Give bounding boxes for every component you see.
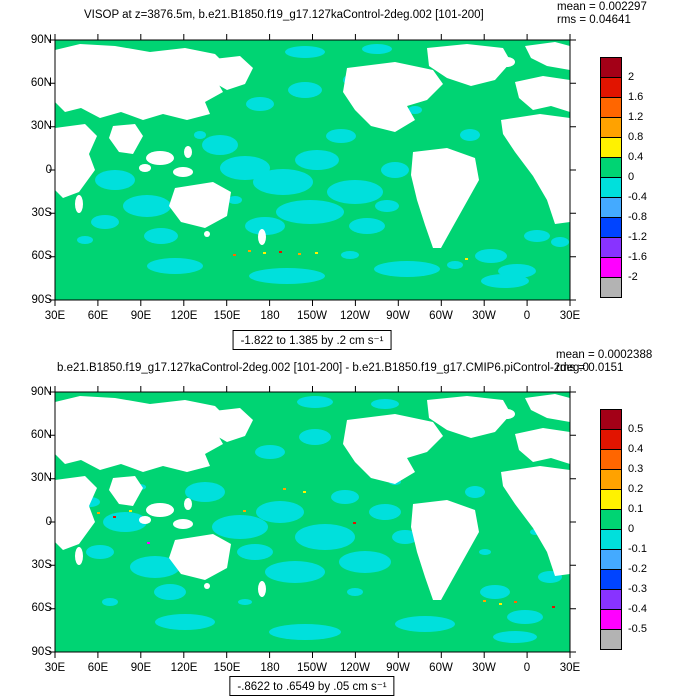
- x-tick-label: 90W: [386, 662, 410, 674]
- x-tick-label: 30E: [44, 310, 66, 322]
- colorbar-tick-label: 0: [628, 171, 635, 183]
- y-tick-label: 30S: [31, 207, 52, 219]
- y-tick-label: 90N: [30, 386, 52, 398]
- bottom-panel-stats: mean = 0.0002388 rms = 0.0151: [556, 349, 652, 375]
- colorbar-tick-label: 0.3: [628, 463, 644, 475]
- colorbar-tick-label: 0.1: [628, 503, 644, 515]
- rms-value: rms = 0.0151: [556, 362, 624, 374]
- colorbar-swatch: [600, 509, 622, 530]
- colorbar-tick-label: -1.2: [628, 231, 647, 243]
- colorbar-tick-label: 2: [628, 71, 635, 83]
- colorbar-tick-label: -1.6: [628, 251, 647, 263]
- colorbar-swatch: [600, 409, 622, 430]
- extreme-value-specks: [97, 488, 555, 608]
- colorbar-tick-label: 0.8: [628, 131, 644, 143]
- colorbar-tick-label: -2: [628, 271, 638, 283]
- x-tick-label: 90W: [386, 310, 410, 322]
- x-tick-label: 30E: [559, 662, 581, 674]
- map-frame: [54, 391, 571, 653]
- rms-value: rms = 0.04641: [557, 14, 631, 26]
- colorbar-tick-label: 0: [628, 523, 635, 535]
- colorbar-swatch: [600, 489, 622, 510]
- colorbar-tick-label: -0.5: [628, 623, 647, 635]
- colorbar-swatch: [600, 629, 622, 650]
- x-tick-label: 180: [260, 662, 280, 674]
- colorbar-swatch: [600, 569, 622, 590]
- x-tick-label: 150W: [296, 662, 328, 674]
- map-frame: [54, 39, 571, 301]
- y-tick-label: 90S: [31, 646, 52, 658]
- x-tick-label: 60E: [87, 662, 109, 674]
- x-tick-label: 150E: [213, 662, 241, 674]
- y-tick-label: 60S: [31, 602, 52, 614]
- y-tick-label: 30N: [30, 472, 52, 484]
- colorbar-tick-label: -0.4: [628, 191, 647, 203]
- colorbar-swatch: [600, 529, 622, 550]
- colorbar-swatch: [600, 549, 622, 570]
- colorbar-tick-label: 0.4: [628, 151, 644, 163]
- map-top: [48, 33, 577, 307]
- x-tick-label: 30E: [44, 662, 66, 674]
- colorbar-tick-label: -0.4: [628, 603, 647, 615]
- x-tick-label: 120W: [339, 310, 371, 322]
- bottom-panel-title: b.e21.B1850.f19_g17.127kaControl-2deg.00…: [57, 362, 589, 374]
- colorbar-swatch: [600, 277, 622, 298]
- colorbar-tick-label: 1.6: [628, 91, 644, 103]
- y-tick-label: 60N: [30, 429, 52, 441]
- x-tick-label: 150W: [296, 310, 328, 322]
- y-tick-label: 0: [45, 164, 52, 176]
- contour-range-label: -.8622 to .6549 by .05 cm s⁻¹: [229, 676, 395, 696]
- colorbar-tick-label: -0.1: [628, 543, 647, 555]
- colorbar-tick-label: 0.5: [628, 423, 644, 435]
- mean-value: mean = 0.0002388: [556, 349, 653, 361]
- x-tick-label: 60E: [87, 310, 109, 322]
- y-tick-label: 90N: [30, 34, 52, 46]
- x-tick-label: 120E: [170, 662, 198, 674]
- y-tick-label: 30S: [31, 559, 52, 571]
- y-tick-label: 30N: [30, 120, 52, 132]
- x-tick-label: 60W: [429, 662, 453, 674]
- colorbar-tick-label: 0.2: [628, 483, 644, 495]
- top-panel-title: VISOP at z=3876.5m, b.e21.B1850.f19_g17.…: [84, 9, 484, 21]
- colorbar-tick-label: -0.2: [628, 563, 647, 575]
- x-tick-label: 0: [523, 310, 531, 322]
- x-tick-label: 0: [523, 662, 531, 674]
- y-tick-label: 60N: [30, 77, 52, 89]
- y-tick-label: 0: [45, 516, 52, 528]
- y-tick-label: 60S: [31, 250, 52, 262]
- x-tick-label: 30E: [559, 310, 581, 322]
- colorbar-swatch: [600, 609, 622, 630]
- x-tick-label: 150E: [213, 310, 241, 322]
- x-tick-label: 120W: [339, 662, 371, 674]
- contour-range-label: -1.822 to 1.385 by .2 cm s⁻¹: [232, 330, 392, 350]
- x-tick-label: 120E: [170, 310, 198, 322]
- colorbar-tick-label: 1.2: [628, 111, 644, 123]
- colorbar-swatch: [600, 469, 622, 490]
- colorbar-tick-label: -0.3: [628, 583, 647, 595]
- colorbar-swatch: [600, 589, 622, 610]
- negative-anomaly-patches: [77, 44, 569, 288]
- x-tick-label: 30W: [472, 310, 496, 322]
- negative-anomaly-patches: [80, 396, 568, 643]
- y-tick-label: 90S: [31, 294, 52, 306]
- x-tick-label: 180: [260, 310, 280, 322]
- colorbar-swatch: [600, 449, 622, 470]
- mean-value: mean = 0.002297: [557, 1, 647, 13]
- x-tick-label: 90E: [130, 310, 152, 322]
- colorbar-tick-label: 0.4: [628, 443, 644, 455]
- x-tick-label: 30W: [472, 662, 496, 674]
- colorbar-tick-label: -0.8: [628, 211, 647, 223]
- x-tick-label: 90E: [130, 662, 152, 674]
- top-panel-stats: mean = 0.002297 rms = 0.04641: [557, 1, 647, 27]
- colorbar-swatch: [600, 429, 622, 450]
- map-bottom: [48, 385, 577, 659]
- extreme-value-specks: [233, 250, 468, 260]
- x-tick-label: 60W: [429, 310, 453, 322]
